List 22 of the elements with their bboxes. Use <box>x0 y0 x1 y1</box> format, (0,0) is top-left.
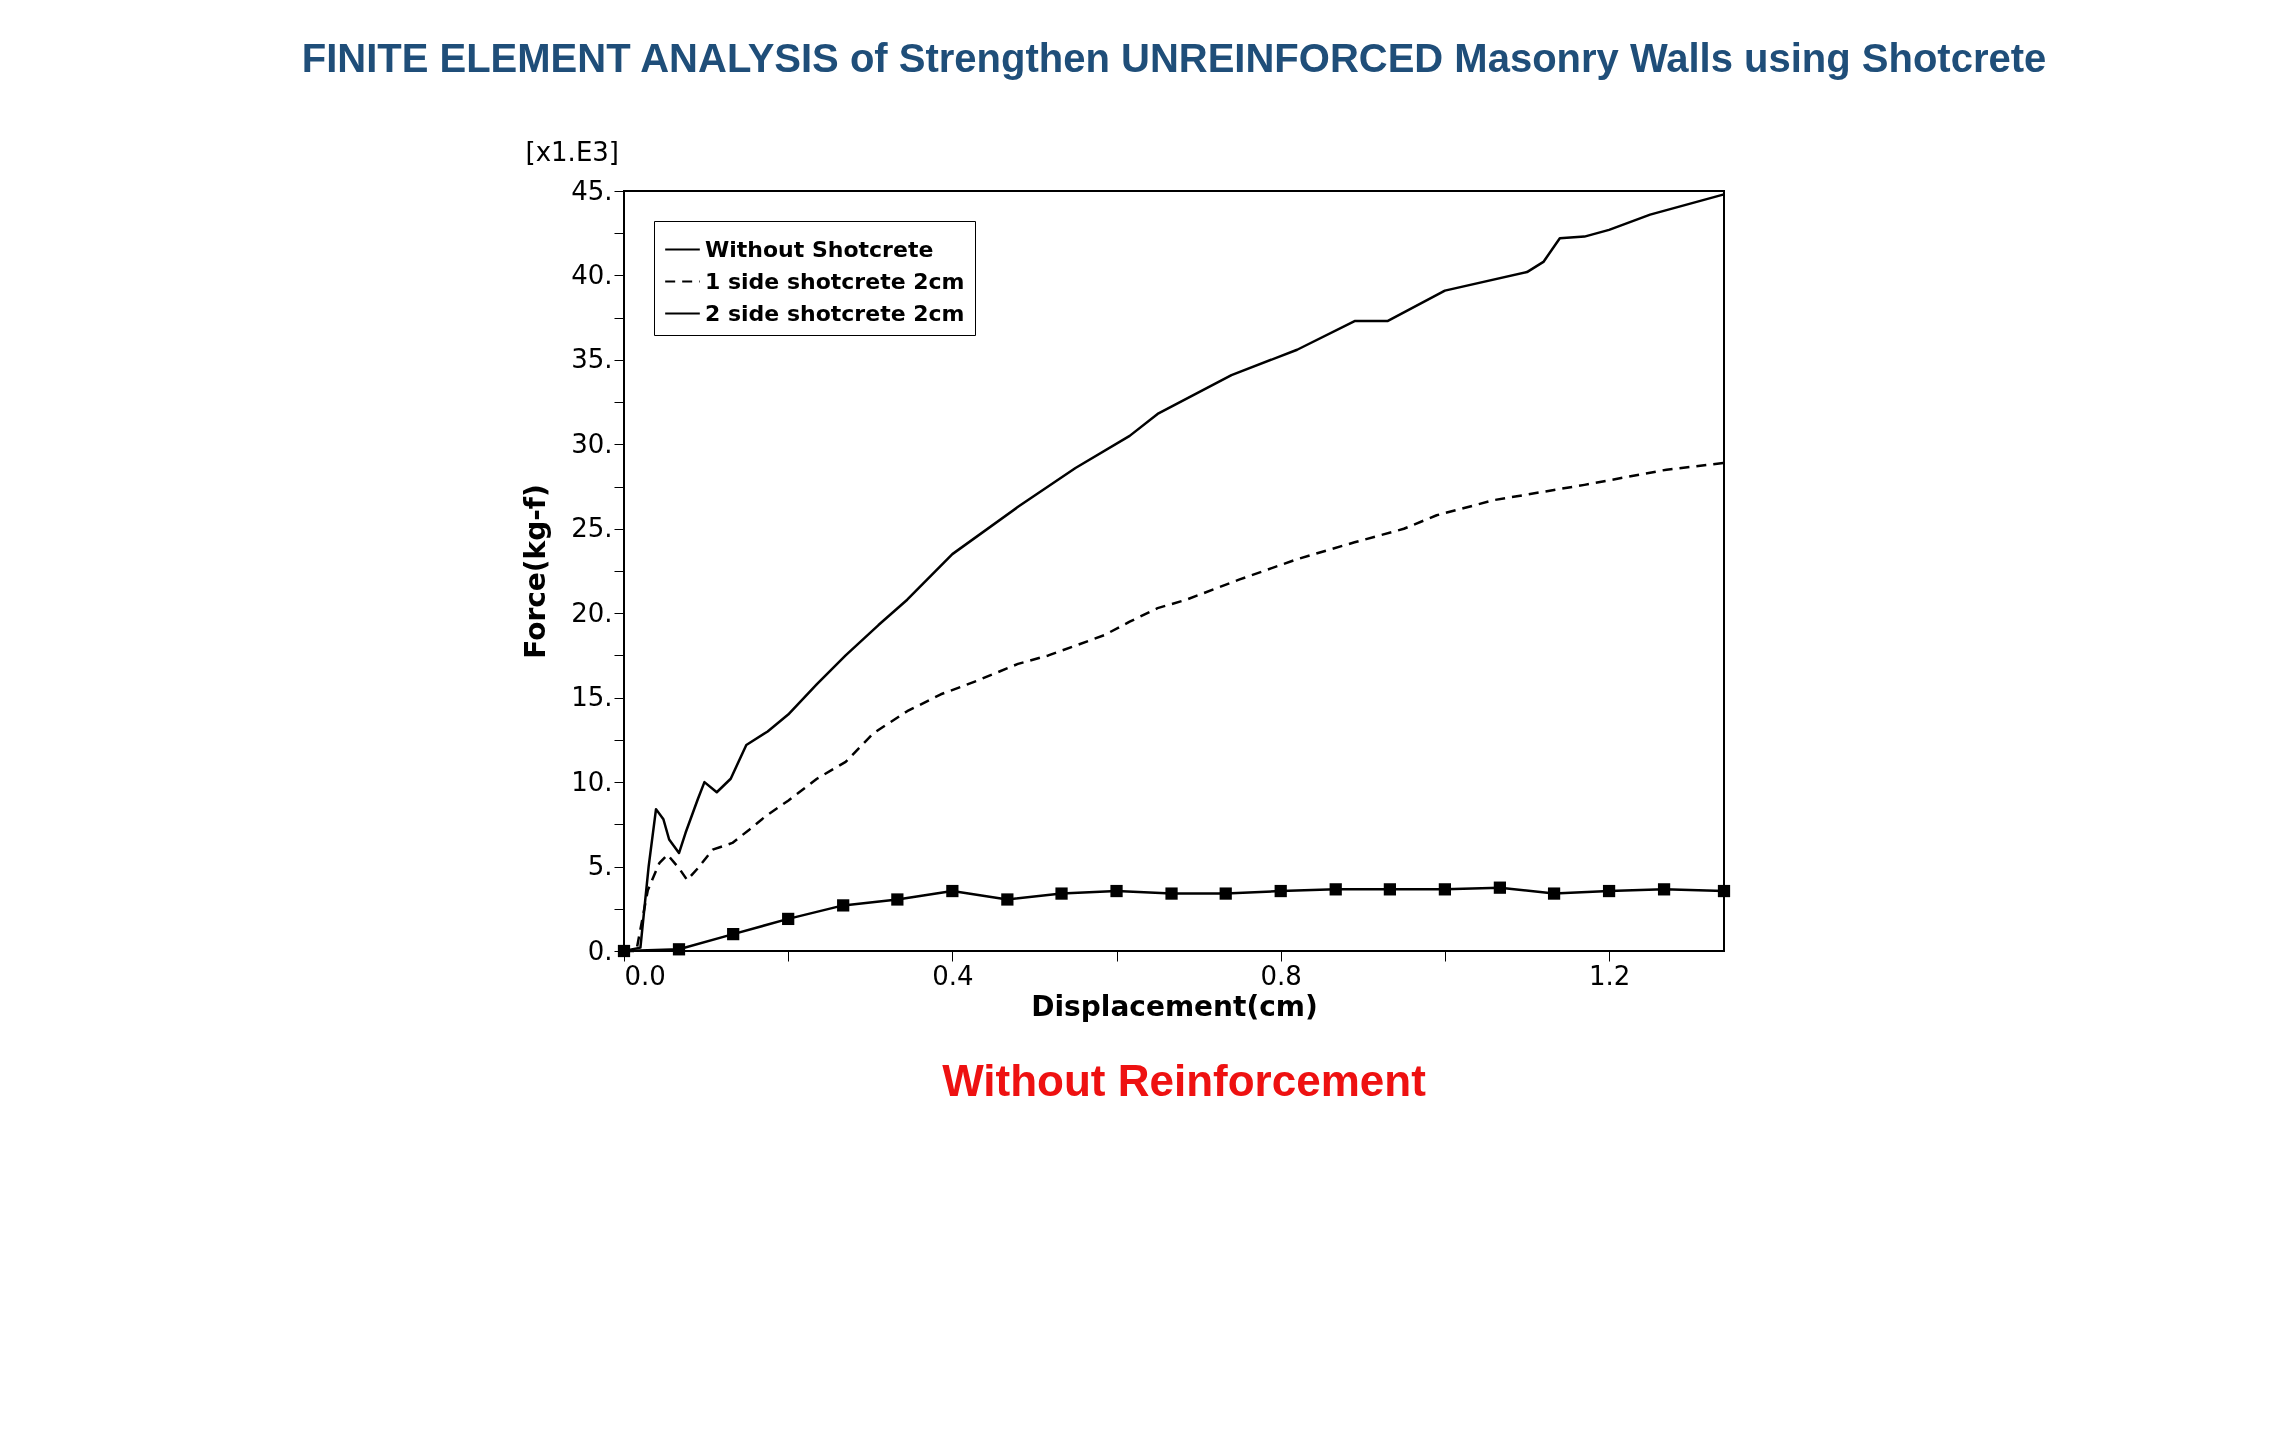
y-tick-label: 25. <box>571 513 613 544</box>
x-axis-title: Displacement(cm) <box>1031 989 1318 1023</box>
text: [x1.E3] <box>525 137 619 167</box>
y-tick-label: 30. <box>571 428 613 459</box>
text: Without Reinforcement <box>942 1056 1427 1105</box>
y-tick-label: 10. <box>571 766 613 797</box>
y-tick-label: 5. <box>587 851 613 882</box>
legend-label: Without Shotcrete <box>705 236 934 262</box>
legend-label: 1 side shotcrete 2cm <box>705 268 965 294</box>
y-tick-label: 40. <box>571 259 613 290</box>
y-tick-label: 15. <box>571 682 613 713</box>
x-tick-label: 1.2 <box>1588 960 1631 991</box>
x-tick-label: 0.0 <box>624 960 666 991</box>
legend-label: 2 side shotcrete 2cm <box>705 300 965 326</box>
y-tick-label: 35. <box>571 344 613 375</box>
y-axis-title: Force(kg-f) <box>519 484 553 659</box>
y-tick-label: 20. <box>571 597 613 628</box>
x-tick-label: 0.4 <box>932 960 974 991</box>
y-tick-label: 0. <box>587 935 613 966</box>
chart-title: FINITE ELEMENT ANALYSIS of Strengthen UNREINFORCED Masonry Walls using Shotcrete <box>301 36 2047 80</box>
y-tick-label: 45. <box>571 175 613 206</box>
x-tick-label: 0.8 <box>1260 960 1302 991</box>
